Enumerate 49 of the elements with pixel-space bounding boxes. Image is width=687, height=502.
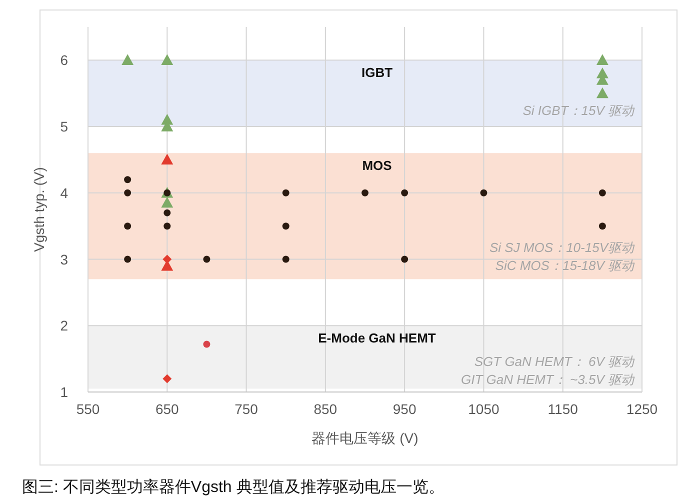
x-tick-label: 550 [76, 401, 100, 417]
y-tick-label: 3 [60, 251, 68, 268]
y-axis-title: Vgsth typ. (V) [31, 167, 47, 252]
y-tick-label: 6 [60, 52, 68, 68]
point [122, 54, 134, 65]
x-axis-title: 器件电压等级 (V) [312, 430, 418, 446]
point [362, 189, 368, 196]
annotation: GIT GaN HEMT： ~3.5V 驱动 [460, 372, 635, 387]
point [401, 256, 408, 263]
x-tick-label: 850 [314, 401, 338, 417]
band-label: IGBT [361, 65, 393, 80]
point [161, 196, 174, 208]
point [282, 189, 290, 196]
y-tick-label: 2 [60, 318, 68, 334]
point [282, 222, 290, 230]
band-label: MOS [362, 158, 392, 174]
point [480, 189, 488, 196]
point [161, 154, 174, 165]
x-tick-label: 650 [155, 401, 180, 417]
point [124, 222, 132, 230]
point [282, 256, 290, 263]
x-tick-label: 950 [392, 401, 416, 417]
point [401, 189, 408, 196]
annotation: SGT GaN HEMT： 6V 驱动 [474, 354, 635, 369]
y-tick-label: 5 [60, 118, 68, 135]
point [203, 340, 210, 348]
point [164, 222, 171, 230]
point [162, 374, 172, 384]
annotation: Si IGBT：15V 驱动 [522, 103, 635, 118]
point [596, 87, 608, 98]
x-tick-label: 1050 [468, 401, 500, 417]
point [598, 222, 606, 230]
point [124, 176, 132, 184]
point [124, 189, 132, 196]
point [203, 256, 210, 263]
band-label: E-Mode GaN HEMT [318, 330, 436, 346]
x-tick-label: 1150 [548, 401, 578, 417]
text: 图三: 不同类型功率器件Vgsth 典型值及推荐驱动电压一览。 [22, 478, 444, 496]
annotation: Si SJ MOS：10-15V驱动 [490, 240, 635, 255]
y-tick-label: 4 [60, 184, 68, 201]
point [161, 54, 174, 65]
point [598, 189, 606, 196]
point [596, 54, 608, 65]
annotation: SiC MOS：15-18V 驱动 [495, 258, 635, 273]
x-tick-label: 1250 [626, 401, 658, 417]
y-tick-label: 1 [60, 384, 68, 400]
point [124, 256, 132, 263]
x-tick-label: 750 [234, 401, 258, 417]
point [164, 209, 171, 216]
